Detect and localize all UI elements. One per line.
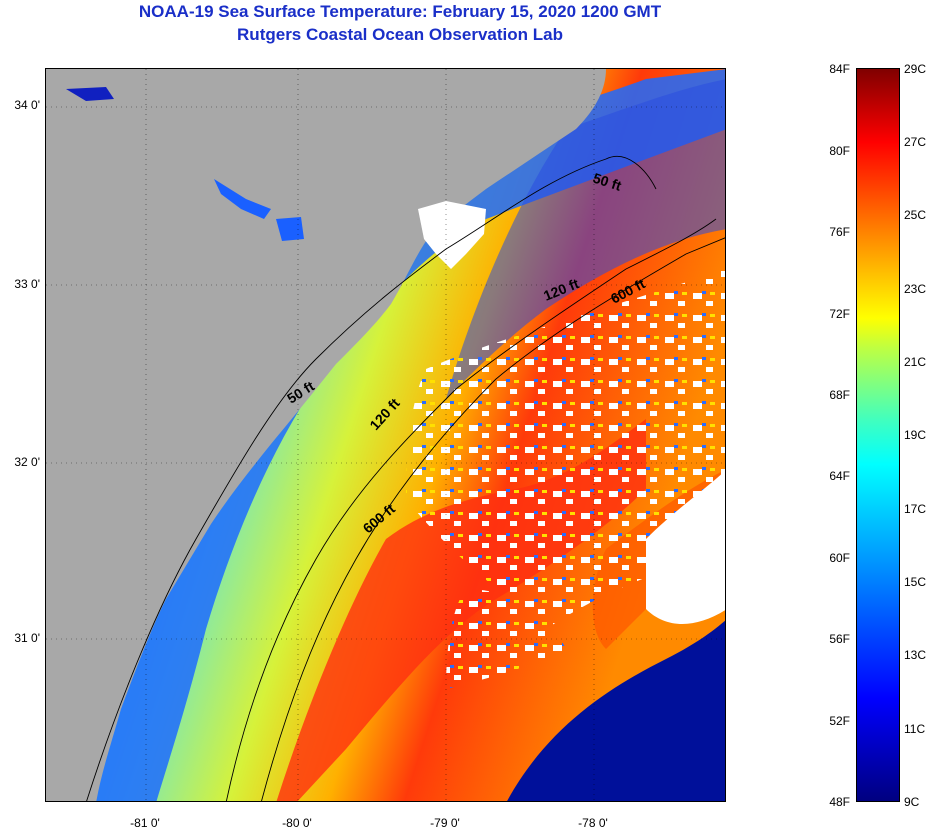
cloud-cover-area <box>406 269 725 629</box>
isobath-50ft <box>86 155 657 801</box>
temperature-colorbar <box>856 68 900 802</box>
lon-label-81: -81 0' <box>130 816 160 830</box>
sst-map-canvas: 50 ft 120 ft 600 ft 50 ft 120 ft 600 ft <box>46 69 725 801</box>
colorbar-f-label: 52F <box>829 714 850 728</box>
colorbar-c-label: 27C <box>904 135 927 149</box>
colorbar-f-label: 72F <box>829 307 850 321</box>
colorbar-f-label: 84F <box>829 62 850 76</box>
colorbar-f-label: 64F <box>829 469 850 483</box>
colorbar-f-label: 76F <box>829 225 850 239</box>
colorbar-c-label: 29C <box>904 62 927 76</box>
sst-map: 50 ft 120 ft 600 ft 50 ft 120 ft 600 ft <box>45 68 726 802</box>
lat-label-33: 33 0' <box>14 277 40 291</box>
cold-southeast-region <box>507 620 725 801</box>
lon-label-79: -79 0' <box>430 816 460 830</box>
cool-offshore-patch <box>446 79 725 399</box>
colorbar-c-label: 11C <box>904 722 926 736</box>
isobath-120ft <box>225 218 717 801</box>
colorbar-c-label: 21C <box>904 355 927 369</box>
lake-marion <box>214 179 271 219</box>
colorbar-f-label: 56F <box>829 632 850 646</box>
map-subtitle: Rutgers Coastal Ocean Observation Lab <box>237 25 563 44</box>
lake-marker <box>66 87 114 101</box>
colorbar-c-label: 25C <box>904 208 927 222</box>
lat-label-31: 31 0' <box>14 631 40 645</box>
lon-label-80: -80 0' <box>282 816 312 830</box>
lake-moultrie <box>276 217 304 241</box>
lat-label-32: 32 0' <box>14 455 40 469</box>
cloud-east-block <box>646 470 725 624</box>
map-title: NOAA-19 Sea Surface Temperature: Februar… <box>138 2 662 21</box>
colorbar-c-label: 23C <box>904 282 927 296</box>
isobath-600ft <box>261 237 725 801</box>
lat-label-34: 34 0' <box>14 98 40 112</box>
colorbar-f-label: 48F <box>829 795 850 809</box>
cloud-coastal-patch <box>418 201 486 269</box>
colorbar-c-label: 13C <box>904 648 927 662</box>
colorbar-c-label: 19C <box>904 428 927 442</box>
lon-label-78: -78 0' <box>578 816 608 830</box>
colorbar-c-label: 15C <box>904 575 927 589</box>
colorbar-c-label: 17C <box>904 502 927 516</box>
land-area <box>46 69 606 801</box>
colorbar-c-label: 9C <box>904 795 920 809</box>
colorbar-f-label: 60F <box>829 551 850 565</box>
graticule <box>46 69 725 801</box>
colorbar-f-label: 80F <box>829 144 850 158</box>
colorbar-f-label: 68F <box>829 388 850 402</box>
